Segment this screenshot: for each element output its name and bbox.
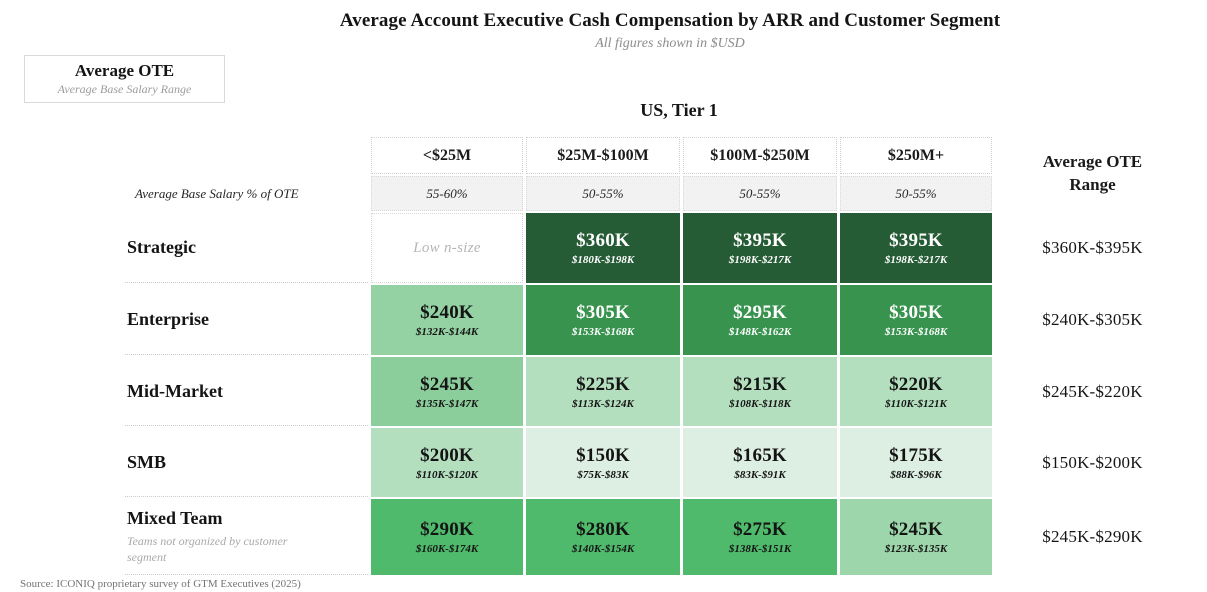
cell-ote-value: $395K xyxy=(733,230,787,251)
cell-base-range: $138K-$151K xyxy=(728,543,792,555)
heatmap-cell: Low n-size xyxy=(371,213,523,283)
column-header-250m-plus: $250M+ xyxy=(840,137,992,174)
column-header-average-ote-range: Average OTE Range xyxy=(1042,152,1143,194)
cell-ote-value: $290K xyxy=(420,519,474,540)
cell-base-range: $140K-$154K xyxy=(571,543,635,555)
heatmap-cell: $290K $160K-$174K xyxy=(371,499,523,575)
cell-base-range: $198K-$217K xyxy=(884,254,948,266)
segment-subnote: Teams not organized by customer segment xyxy=(127,533,288,564)
cell-ote-value: $395K xyxy=(889,230,943,251)
legend-base-salary-range-label: Average Base Salary Range xyxy=(57,82,192,96)
cell-ote-value: $295K xyxy=(733,302,787,323)
cell-base-range: $160K-$174K xyxy=(415,543,479,555)
heatmap-cell: $395K $198K-$217K xyxy=(840,213,992,283)
cell-ote-value: $245K xyxy=(420,373,474,395)
avg-ote-range-value: $245K-$290K xyxy=(1042,527,1143,546)
avg-ote-range-value: $150K-$200K xyxy=(1042,452,1143,472)
figure-subtitle: All figures shown in $USD xyxy=(595,36,745,51)
figure-title: Average Account Executive Cash Compensat… xyxy=(339,10,1001,31)
heatmap-cell: $280K $140K-$154K xyxy=(526,499,680,575)
heatmap-cell: $220K $110K-$121K xyxy=(840,357,992,426)
heatmap-cell: $305K $153K-$168K xyxy=(526,285,680,355)
avg-ote-range-value: $240K-$305K xyxy=(1042,310,1143,329)
legend-average-ote-label: Average OTE xyxy=(74,61,175,80)
heatmap-cell: $395K $198K-$217K xyxy=(683,213,837,283)
heatmap-cell: $245K $135K-$147K xyxy=(371,357,523,426)
segment-name: Mixed Team xyxy=(127,507,223,528)
cell-ote-value: $305K xyxy=(889,302,943,323)
row-label-enterprise: Enterprise xyxy=(125,285,368,355)
cell-base-range: $135K-$147K xyxy=(415,397,479,410)
heatmap-cell: $245K $123K-$135K xyxy=(840,499,992,575)
heatmap-cell: $215K $108K-$118K xyxy=(683,357,837,426)
cell-ote-value: $150K xyxy=(576,444,630,466)
cell-low-n-size: Low n-size xyxy=(413,239,481,256)
cell-base-range: $75K-$83K xyxy=(577,468,629,481)
cell-base-range: $88K-$96K xyxy=(890,468,942,481)
cell-ote-value: $225K xyxy=(576,373,630,395)
cell-base-range: $153K-$168K xyxy=(571,326,635,338)
cell-ote-value: $360K xyxy=(576,230,630,251)
row-label-smb: SMB xyxy=(125,428,368,497)
cell-base-range: $153K-$168K xyxy=(884,326,948,338)
cell-ote-value: $240K xyxy=(420,302,474,323)
base-salary-pct-value: 50-55% xyxy=(683,176,837,211)
cell-ote-value: $175K xyxy=(889,444,943,466)
cell-base-range: $198K-$217K xyxy=(728,254,792,266)
row-label-strategic: Strategic xyxy=(125,213,368,283)
cell-ote-value: $220K xyxy=(889,373,943,395)
heatmap-cell: $225K $113K-$124K xyxy=(526,357,680,426)
cell-ote-value: $305K xyxy=(576,302,630,323)
cell-ote-value: $165K xyxy=(733,444,787,466)
source-note: Source: ICONIQ proprietary survey of GTM… xyxy=(20,578,301,590)
avg-ote-range-value: $245K-$220K xyxy=(1042,381,1143,401)
cell-base-range: $83K-$91K xyxy=(734,468,786,481)
cell-base-range: $108K-$118K xyxy=(729,397,791,410)
heatmap-cell: $360K $180K-$198K xyxy=(526,213,680,283)
row-label-mid-market: Mid-Market xyxy=(125,357,368,426)
segment-name: Strategic xyxy=(127,237,196,257)
column-header-lt25m: <$25M xyxy=(371,137,523,174)
base-salary-pct-label: Average Base Salary % of OTE xyxy=(135,185,299,201)
cell-base-range: $180K-$198K xyxy=(571,254,635,266)
section-heading-us-tier1: US, Tier 1 xyxy=(640,100,718,120)
legend-box: Average OTE Average Base Salary Range xyxy=(24,55,225,103)
cell-base-range: $148K-$162K xyxy=(728,326,792,338)
cell-ote-value: $280K xyxy=(576,519,630,540)
cell-ote-value: $200K xyxy=(420,444,474,466)
cell-base-range: $123K-$135K xyxy=(884,543,948,555)
heatmap-cell: $275K $138K-$151K xyxy=(683,499,837,575)
heatmap-cell: $200K $110K-$120K xyxy=(371,428,523,497)
segment-name: Mid-Market xyxy=(127,380,223,401)
cell-ote-value: $215K xyxy=(733,373,787,395)
column-header-100m-250m: $100M-$250M xyxy=(683,137,837,174)
cell-base-range: $132K-$144K xyxy=(415,326,479,338)
cell-ote-value: $245K xyxy=(889,519,943,540)
cell-base-range: $113K-$124K xyxy=(572,397,634,410)
heatmap-cell: $165K $83K-$91K xyxy=(683,428,837,497)
cell-base-range: $110K-$120K xyxy=(416,468,478,481)
segment-name: SMB xyxy=(127,451,167,472)
cell-ote-value: $275K xyxy=(733,519,787,540)
heatmap-cell: $295K $148K-$162K xyxy=(683,285,837,355)
row-label-mixed-team: Mixed Team Teams not organized by custom… xyxy=(125,499,368,575)
segment-name: Enterprise xyxy=(127,309,209,329)
avg-ote-range-value: $360K-$395K xyxy=(1042,238,1143,257)
cell-base-range: $110K-$121K xyxy=(885,397,947,410)
heatmap-cell: $240K $132K-$144K xyxy=(371,285,523,355)
column-header-25m-100m: $25M-$100M xyxy=(526,137,680,174)
heatmap-cell: $175K $88K-$96K xyxy=(840,428,992,497)
base-salary-pct-value: 50-55% xyxy=(840,176,992,211)
base-salary-pct-value: 55-60% xyxy=(371,176,523,211)
heatmap-cell: $305K $153K-$168K xyxy=(840,285,992,355)
compensation-heatmap-table: <$25M $25M-$100M $100M-$250M $250M+ Aver… xyxy=(125,137,1190,575)
heatmap-cell: $150K $75K-$83K xyxy=(526,428,680,497)
base-salary-pct-value: 50-55% xyxy=(526,176,680,211)
